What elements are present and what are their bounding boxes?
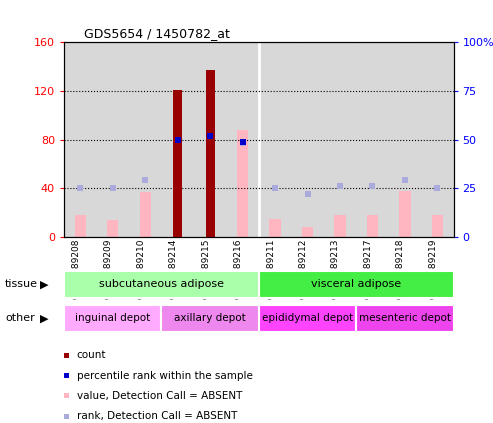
Bar <box>74 215 86 237</box>
Text: rank, Detection Call = ABSENT: rank, Detection Call = ABSENT <box>76 411 237 421</box>
Bar <box>399 191 411 237</box>
Bar <box>269 219 281 237</box>
Bar <box>259 305 356 332</box>
Bar <box>324 42 356 237</box>
Text: visceral adipose: visceral adipose <box>311 280 401 289</box>
Bar <box>237 130 248 237</box>
Text: tissue: tissue <box>5 280 38 289</box>
Bar <box>107 220 118 237</box>
Bar <box>356 305 454 332</box>
Bar <box>291 42 324 237</box>
Text: axillary depot: axillary depot <box>174 313 246 323</box>
Bar <box>97 42 129 237</box>
Text: mesenteric depot: mesenteric depot <box>359 313 451 323</box>
Bar <box>161 42 194 237</box>
Bar <box>173 90 182 237</box>
Bar <box>129 42 161 237</box>
Bar <box>356 42 388 237</box>
Text: epididymal depot: epididymal depot <box>262 313 353 323</box>
Bar <box>64 305 161 332</box>
Bar <box>206 70 214 237</box>
Bar <box>421 42 454 237</box>
Text: GDS5654 / 1450782_at: GDS5654 / 1450782_at <box>84 27 229 40</box>
Text: percentile rank within the sample: percentile rank within the sample <box>76 371 252 381</box>
Bar <box>161 305 259 332</box>
Text: subcutaneous adipose: subcutaneous adipose <box>99 280 224 289</box>
Bar <box>388 42 421 237</box>
Text: inguinal depot: inguinal depot <box>75 313 150 323</box>
Bar <box>334 215 346 237</box>
Text: count: count <box>76 350 106 360</box>
Bar <box>432 215 443 237</box>
Bar <box>64 271 259 298</box>
Bar <box>140 192 151 237</box>
Bar <box>259 42 291 237</box>
Bar <box>302 227 313 237</box>
Bar <box>194 42 226 237</box>
Text: ▶: ▶ <box>40 313 49 323</box>
Bar <box>64 42 97 237</box>
Text: value, Detection Call = ABSENT: value, Detection Call = ABSENT <box>76 391 242 401</box>
Text: other: other <box>5 313 35 323</box>
Bar <box>259 271 454 298</box>
Text: ▶: ▶ <box>40 280 49 289</box>
Bar <box>367 215 378 237</box>
Bar <box>226 42 259 237</box>
